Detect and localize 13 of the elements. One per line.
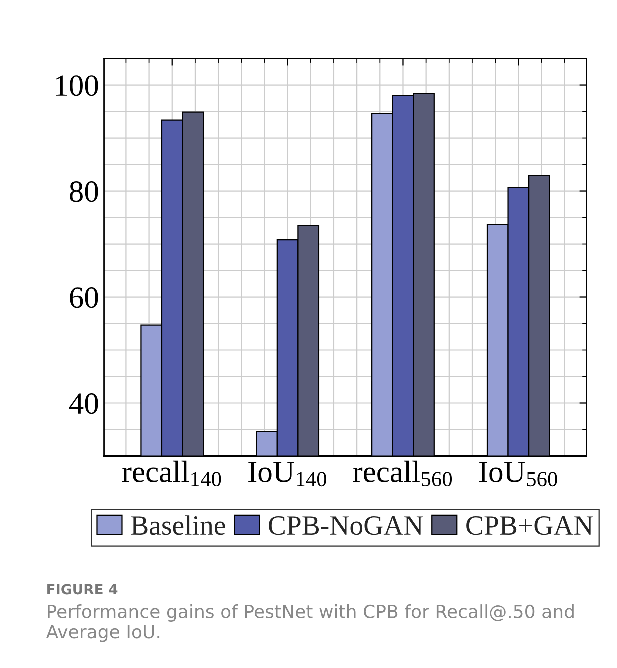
x-tick-label: IoU$_{140}$ [248, 462, 327, 487]
y-tick-label: 100 [56, 76, 98, 96]
y-tick-label: 60 [70, 288, 98, 308]
x-tick-label: recall$_{560}$ [353, 460, 452, 487]
legend-label: CPB-NoGAN [269, 516, 424, 536]
caption: FIGURE 4 [48, 584, 118, 595]
x-tick-label: IoU$_{560}$ [479, 462, 558, 487]
legend-label: Baseline [131, 516, 226, 536]
legend-label: CPB+GAN [466, 516, 594, 536]
y-tick-label: 80 [70, 182, 98, 202]
x-tick-label: recall$_{140}$ [122, 460, 222, 487]
y-tick-label: 40 [69, 394, 98, 414]
text: Performance gains of PestNet with CPB for Recall@.50 and Average IoU. [46, 604, 574, 642]
